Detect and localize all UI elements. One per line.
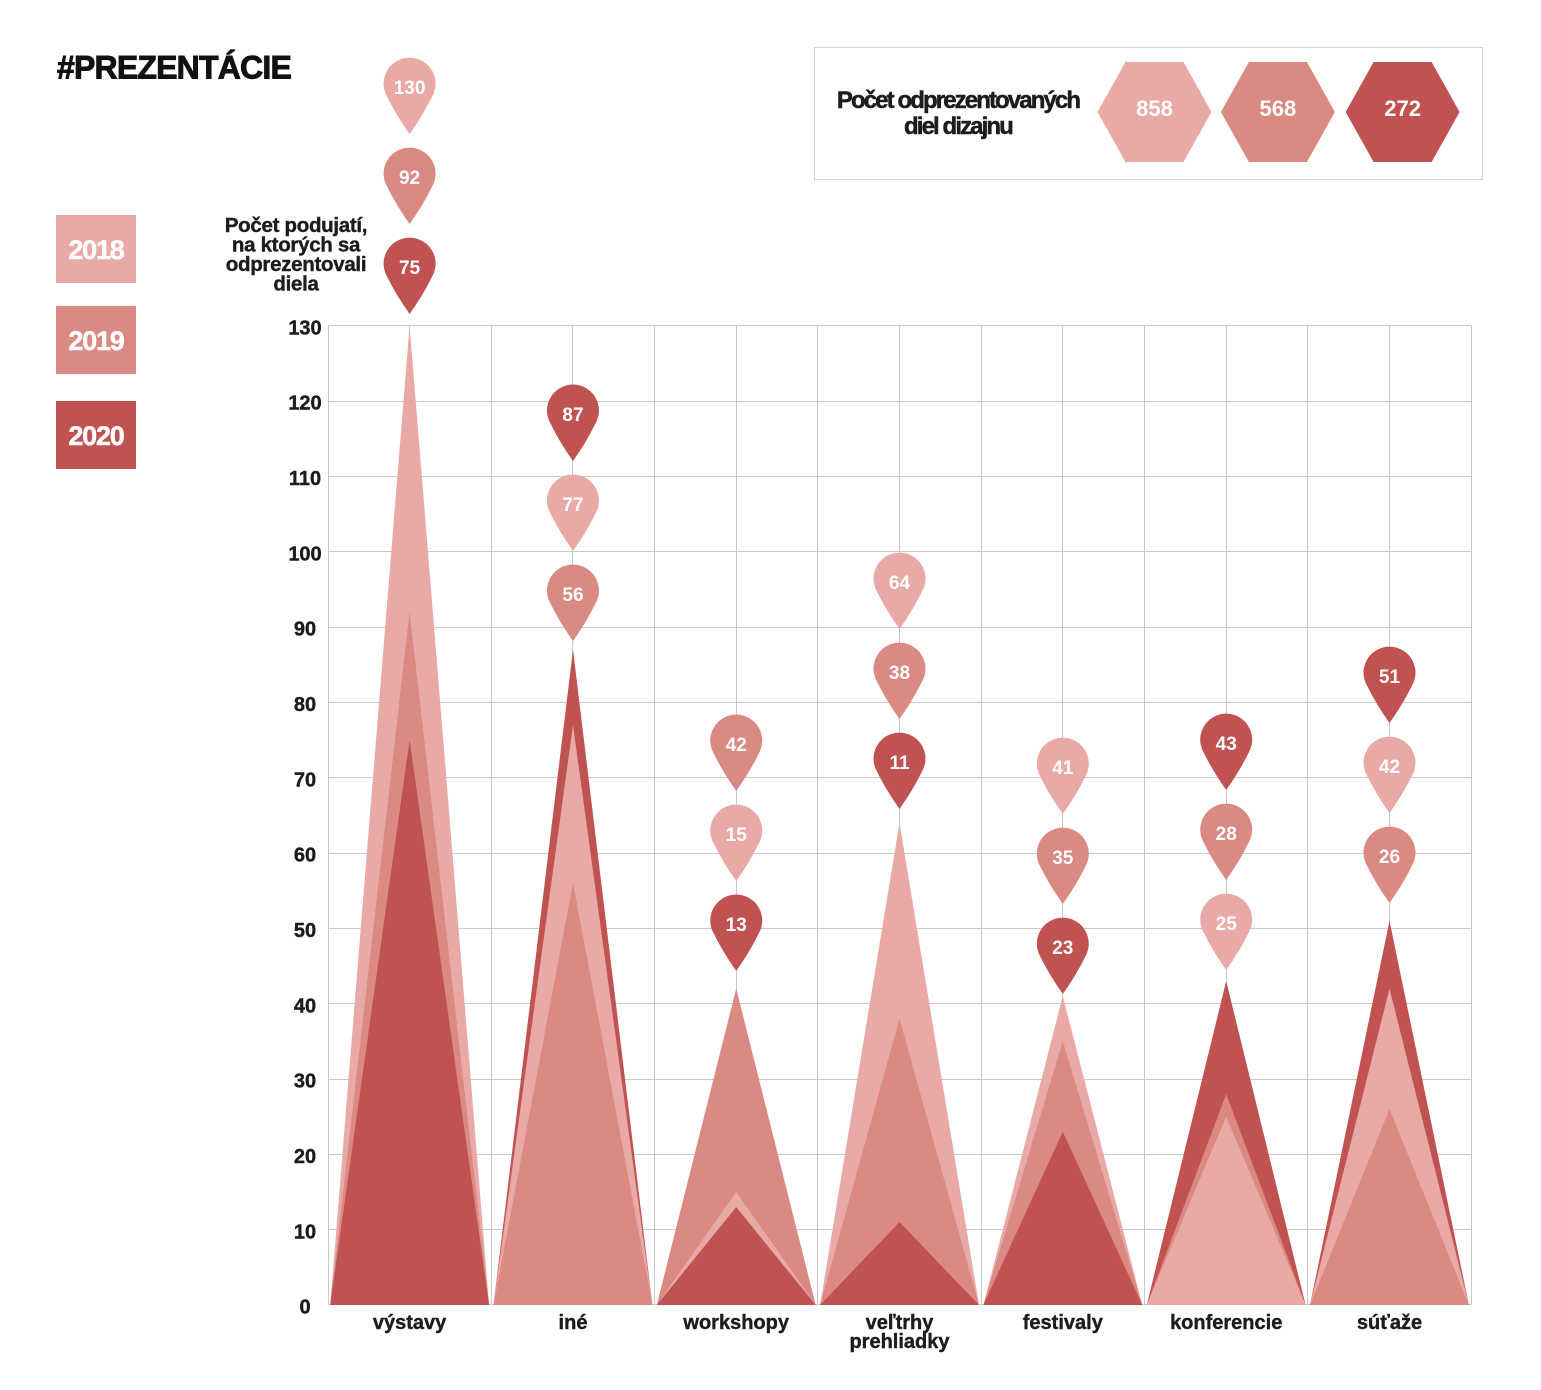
svg-text:35: 35 <box>1052 848 1074 869</box>
svg-text:60: 60 <box>294 845 316 867</box>
svg-text:30: 30 <box>294 1071 316 1093</box>
svg-text:38: 38 <box>889 663 910 684</box>
svg-text:120: 120 <box>288 393 321 415</box>
svg-text:100: 100 <box>288 543 321 565</box>
svg-text:workshopy: workshopy <box>682 1312 789 1334</box>
svg-text:iné: iné <box>559 1312 588 1334</box>
svg-text:Počet podujatí,: Počet podujatí, <box>225 214 367 237</box>
svg-text:veľtrhy: veľtrhy <box>866 1312 935 1334</box>
svg-text:2020: 2020 <box>68 421 123 451</box>
svg-text:130: 130 <box>288 317 321 339</box>
svg-text:diela: diela <box>273 273 319 296</box>
svg-text:25: 25 <box>1216 914 1238 935</box>
svg-text:28: 28 <box>1216 824 1237 845</box>
svg-text:42: 42 <box>726 735 747 756</box>
svg-text:130: 130 <box>394 78 426 99</box>
svg-text:43: 43 <box>1216 734 1237 755</box>
svg-text:výstavy: výstavy <box>373 1312 447 1334</box>
svg-text:90: 90 <box>294 619 316 641</box>
svg-text:41: 41 <box>1052 758 1074 779</box>
svg-text:festivaly: festivaly <box>1023 1312 1104 1334</box>
svg-text:#PREZENTÁCIE: #PREZENTÁCIE <box>57 50 291 86</box>
svg-text:10: 10 <box>294 1221 316 1243</box>
svg-text:diel dizajnu: diel dizajnu <box>904 113 1013 140</box>
svg-text:23: 23 <box>1052 938 1073 959</box>
svg-text:75: 75 <box>399 258 421 279</box>
svg-text:56: 56 <box>562 585 583 606</box>
svg-text:Počet odprezentovaných: Počet odprezentovaných <box>837 87 1081 114</box>
svg-text:26: 26 <box>1379 847 1400 868</box>
svg-text:92: 92 <box>399 168 420 189</box>
svg-text:51: 51 <box>1379 667 1401 688</box>
svg-text:0: 0 <box>299 1297 310 1319</box>
svg-text:prehliadky: prehliadky <box>849 1331 950 1353</box>
svg-text:87: 87 <box>562 405 583 426</box>
svg-text:80: 80 <box>294 694 316 716</box>
svg-text:50: 50 <box>294 920 316 942</box>
svg-text:na ktorých sa: na ktorých sa <box>232 234 361 257</box>
svg-text:15: 15 <box>726 825 748 846</box>
svg-text:858: 858 <box>1136 96 1173 121</box>
svg-text:13: 13 <box>726 915 747 936</box>
svg-text:70: 70 <box>294 769 316 791</box>
svg-text:272: 272 <box>1384 96 1421 121</box>
svg-text:2019: 2019 <box>68 326 124 356</box>
svg-text:súťaže: súťaže <box>1357 1312 1422 1334</box>
svg-text:64: 64 <box>889 573 911 594</box>
svg-text:40: 40 <box>294 995 316 1017</box>
svg-text:568: 568 <box>1260 96 1297 121</box>
svg-text:konferencie: konferencie <box>1170 1312 1282 1334</box>
svg-text:110: 110 <box>289 468 321 490</box>
svg-text:77: 77 <box>562 495 583 516</box>
svg-text:42: 42 <box>1379 757 1400 778</box>
svg-text:odprezentovali: odprezentovali <box>226 253 366 276</box>
svg-text:20: 20 <box>294 1146 316 1168</box>
svg-text:2018: 2018 <box>68 235 124 265</box>
svg-text:11: 11 <box>889 753 910 774</box>
